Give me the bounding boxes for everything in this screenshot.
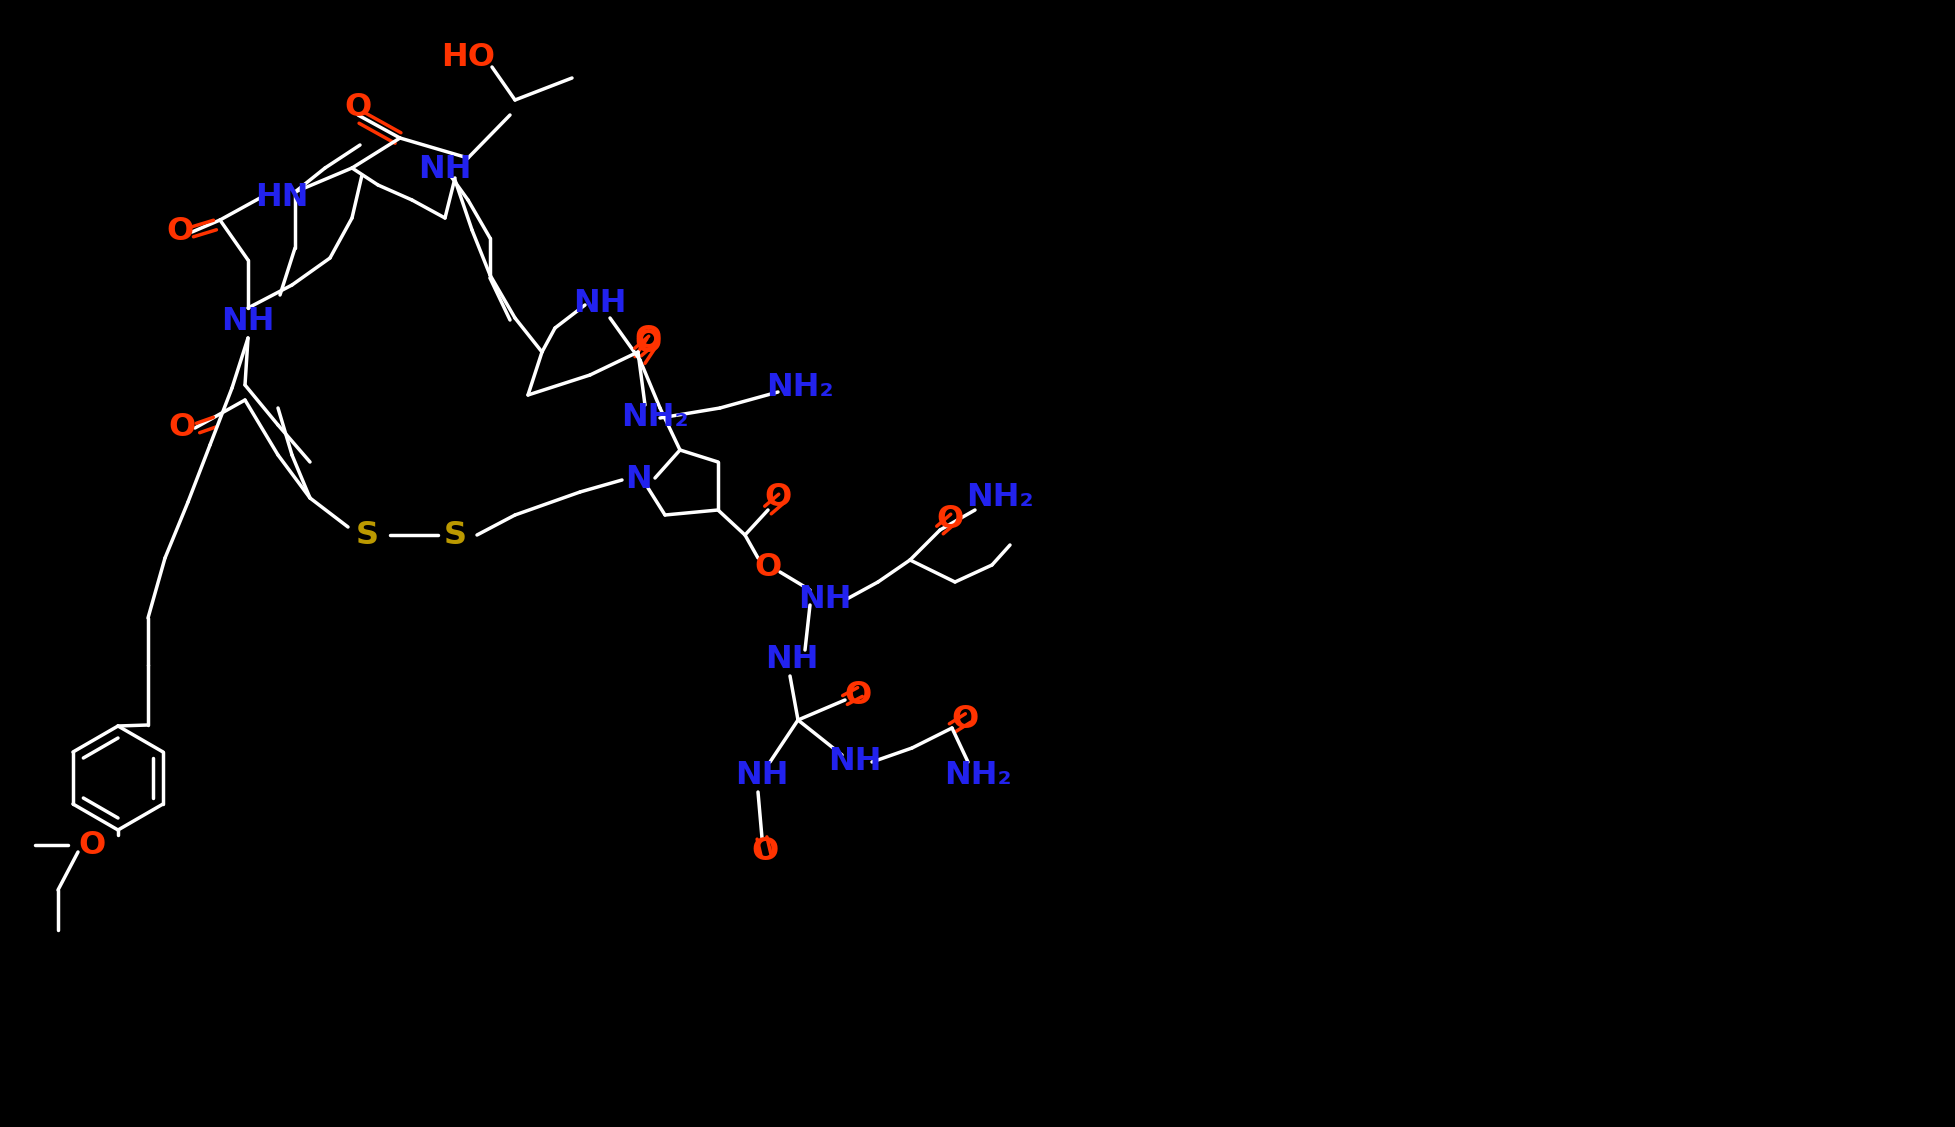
Text: NH: NH bbox=[418, 154, 471, 186]
Text: O: O bbox=[950, 704, 978, 736]
Text: NH₂: NH₂ bbox=[766, 373, 833, 403]
Text: HO: HO bbox=[440, 42, 495, 72]
Text: O: O bbox=[755, 552, 782, 584]
Text: NH: NH bbox=[764, 645, 819, 675]
Text: NH: NH bbox=[798, 585, 850, 615]
Text: NH: NH bbox=[573, 289, 626, 319]
Text: O: O bbox=[764, 482, 792, 514]
Text: NH₂: NH₂ bbox=[622, 402, 688, 434]
Text: HN: HN bbox=[254, 183, 309, 213]
Text: NH: NH bbox=[221, 307, 274, 337]
Text: O: O bbox=[845, 680, 872, 710]
Text: O: O bbox=[633, 328, 661, 360]
Text: O: O bbox=[633, 325, 661, 355]
Text: O: O bbox=[168, 412, 196, 444]
Text: NH₂: NH₂ bbox=[944, 760, 1011, 790]
Text: NH: NH bbox=[827, 746, 882, 778]
Text: NH₂: NH₂ bbox=[966, 482, 1034, 514]
Text: O: O bbox=[78, 829, 106, 861]
Text: O: O bbox=[344, 92, 371, 124]
Text: O: O bbox=[936, 505, 964, 535]
Text: O: O bbox=[751, 836, 778, 868]
Text: S: S bbox=[444, 520, 465, 550]
Text: O: O bbox=[166, 216, 194, 248]
Text: S: S bbox=[356, 520, 379, 550]
Text: NH: NH bbox=[735, 760, 788, 790]
Text: N: N bbox=[624, 464, 651, 496]
